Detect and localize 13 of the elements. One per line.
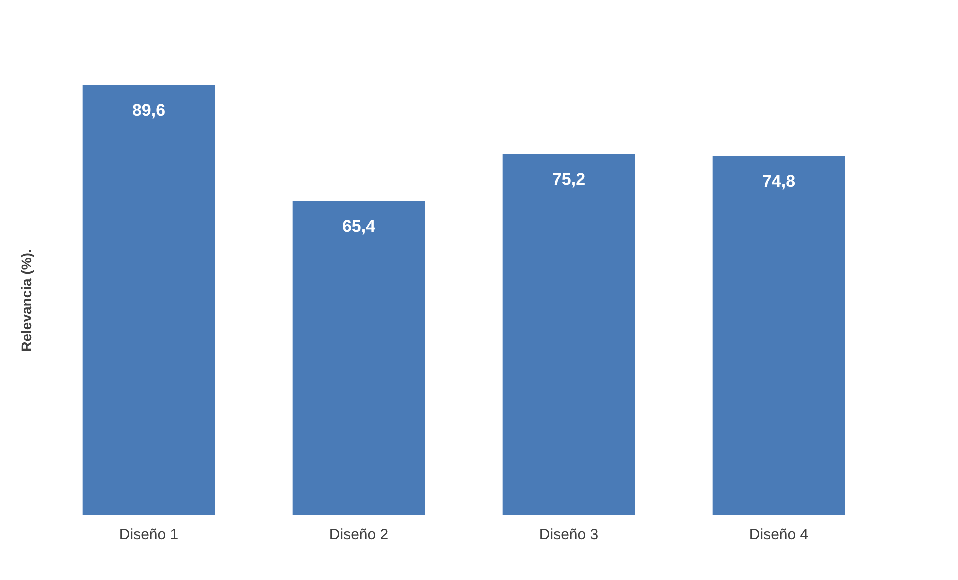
data-label: 89,6	[132, 101, 166, 120]
x-tick-label: Diseño 3	[539, 526, 599, 544]
x-tick-label: Diseño 1	[119, 526, 179, 544]
x-tick-label: Diseño 2	[329, 526, 389, 544]
bar	[502, 154, 636, 515]
x-tick-label: Diseño 4	[749, 526, 809, 544]
bar	[292, 201, 426, 515]
data-label: 75,2	[552, 170, 586, 190]
data-label: 74,8	[762, 172, 796, 192]
data-label: 65,4	[342, 217, 376, 236]
bar	[82, 85, 216, 515]
bar	[712, 156, 846, 515]
y-axis-title: Relevancia (%).	[18, 249, 34, 352]
